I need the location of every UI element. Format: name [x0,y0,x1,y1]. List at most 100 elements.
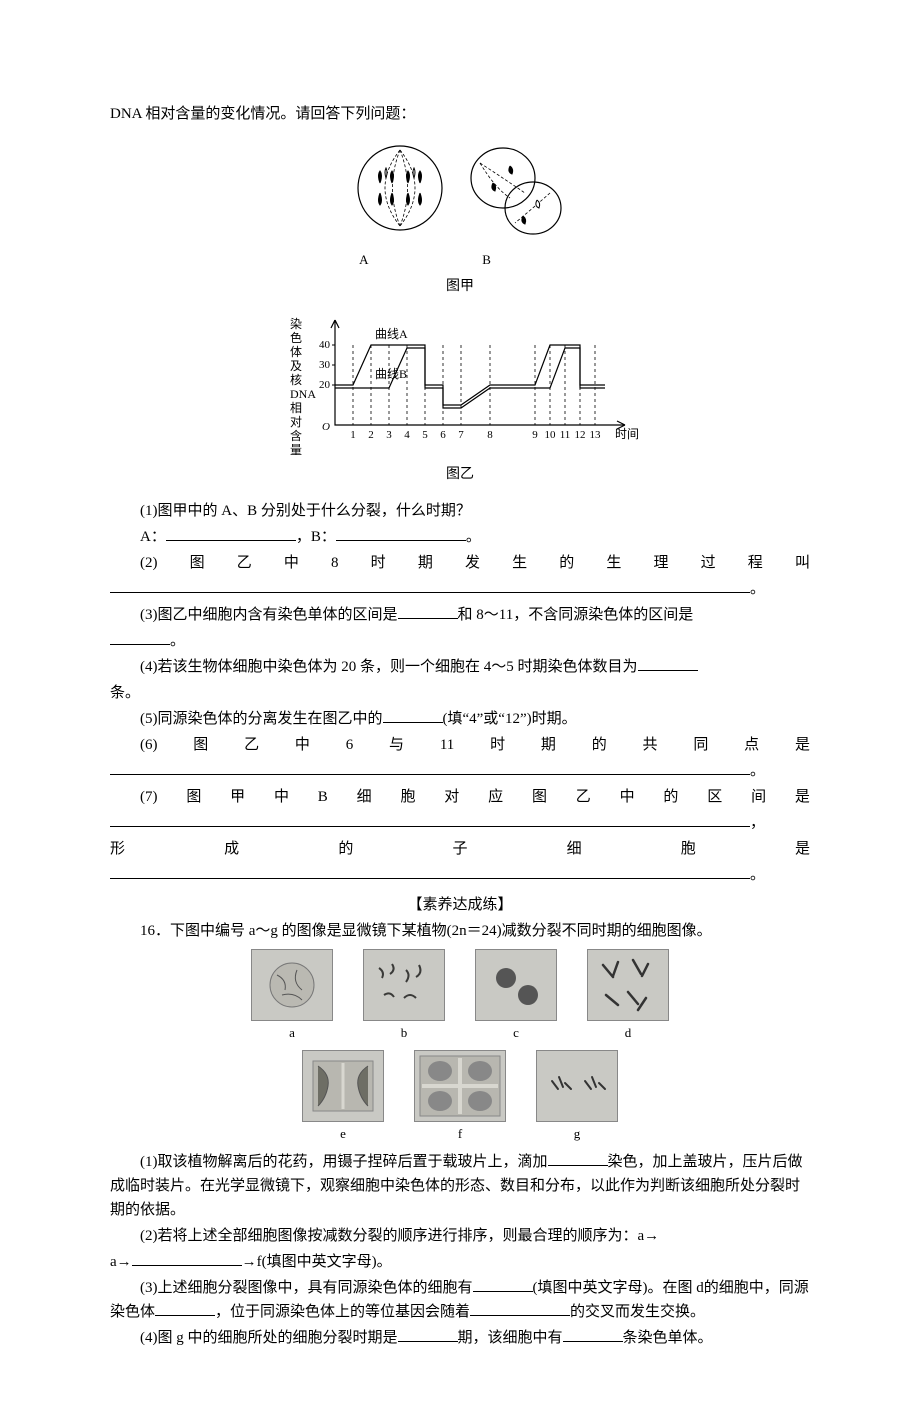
svg-text:及: 及 [290,359,302,373]
curveB-label: 曲线B [375,367,407,381]
q7-line2: 形 成 的 子 细 胞 是 [110,837,810,861]
q3-a: (3)图乙中细胞内含有染色单体的区间是 [140,607,398,623]
q16-p4b: 期，该细胞中有 [458,1330,563,1346]
q16-p2-line2: a→→f(填图中英文字母)。 [110,1250,810,1274]
q6-end: 。 [750,763,765,779]
micro-f-img [414,1050,506,1122]
svg-text:相: 相 [290,401,302,415]
micro-g-img [536,1050,618,1122]
svg-text:核: 核 [290,373,302,387]
q1-A-label: A： [140,529,166,545]
svg-text:10: 10 [545,429,557,441]
q7-blank1-line: ， [110,811,810,835]
micro-f: f [414,1050,506,1145]
q16-p1a: (1)取该植物解离后的花药，用镊子捏碎后置于载玻片上，滴加 [140,1154,548,1170]
q1-end: 。 [466,529,481,545]
q1-blank-A[interactable] [166,525,296,541]
micro-row-1: a b c d [110,949,810,1044]
q5: (5)同源染色体的分离发生在图乙中的 (填“4”或“12”)时期。 [110,707,810,731]
q5-a: (5)同源染色体的分离发生在图乙中的 [140,711,383,727]
figure-jia: A B 图甲 [110,138,810,298]
q7-comma: ， [750,815,765,831]
q3-blank2[interactable] [110,629,170,645]
q16-p3-blank1[interactable] [473,1276,533,1292]
q16-p3d: 的交叉而发生交换。 [570,1304,705,1320]
q3-line2: 。 [110,629,810,653]
q16-p2a: (2)若将上述全部细胞图像按减数分裂的顺序进行排序，则最合理的顺序为：a→ [140,1228,659,1244]
q16-p3c: ，位于同源染色体上的等位基因会随着 [215,1304,470,1320]
section-head: 【素养达成练】 [110,893,810,917]
q16-stem: 16．下图中编号 a～g 的图像是显微镜下某植物(2n＝24)减数分裂不同时期的… [110,919,810,943]
svg-text:9: 9 [532,429,538,441]
q3-blank1[interactable] [398,603,458,619]
q7-blank1[interactable] [110,811,750,827]
intro-line: DNA 相对含量的变化情况。请回答下列问题： [110,102,810,126]
q4: (4)若该生物体细胞中染色体为 20 条，则一个细胞在 4～5 时期染色体数目为 [110,655,810,679]
figure-jia-caption: 图甲 [110,276,810,298]
q16-p2: (2)若将上述全部细胞图像按减数分裂的顺序进行排序，则最合理的顺序为：a→ [110,1224,810,1248]
y-axis-label: 染色体 及核 DNA相对 含量 [290,316,316,457]
svg-text:2: 2 [368,429,374,441]
micro-a-label: a [251,1023,333,1044]
q16-p3-blank3[interactable] [470,1300,570,1316]
chart-svg: 染色体 及核 DNA相对 含量 40 30 20 O [280,310,640,460]
svg-text:7: 7 [458,429,464,441]
figure-yi-caption: 图乙 [110,464,810,486]
micro-a: a [251,949,333,1044]
micro-f-label: f [414,1124,506,1145]
q5-blank[interactable] [383,707,443,723]
micro-e: e [302,1050,384,1145]
q3-b: 和 8～11，不含同源染色体的区间是 [458,607,694,623]
q4-a: (4)若该生物体细胞中染色体为 20 条，则一个细胞在 4～5 时期染色体数目为 [140,659,638,675]
origin-O: O [322,421,330,433]
q7-line1: (7) 图 甲 中 B 细 胞 对 应 图 乙 中 的 区 间 是 [110,785,810,809]
q16-p3-blank2[interactable] [155,1300,215,1316]
q6-blank-line: 。 [110,759,810,783]
micro-b-label: b [363,1023,445,1044]
svg-text:12: 12 [575,429,586,441]
q16-p4-blank2[interactable] [563,1326,623,1342]
ytick-20: 20 [319,379,331,391]
curveA-label: 曲线A [375,327,408,341]
q16-p1: (1)取该植物解离后的花药，用镊子捏碎后置于载玻片上，滴加染色，加上盖玻片，压片… [110,1150,810,1222]
q16-p3a: (3)上述细胞分裂图像中，具有同源染色体的细胞有 [140,1280,473,1296]
q7-blank2[interactable] [110,863,750,879]
q2-blank-line: 。 [110,577,810,601]
q16-p1-blank[interactable] [548,1150,608,1166]
q16-p2-blank[interactable] [132,1250,242,1266]
svg-text:含: 含 [290,428,302,443]
label-A: A [359,250,368,271]
svg-text:DNA: DNA [290,387,316,401]
figure-yi: 染色体 及核 DNA相对 含量 40 30 20 O [110,310,810,486]
q16-p4: (4)图 g 中的细胞所处的细胞分裂时期是期，该细胞中有条染色单体。 [110,1326,810,1350]
micro-b: b [363,949,445,1044]
q4-blank[interactable] [638,655,698,671]
q2-blank[interactable] [110,577,750,593]
micro-d-img [587,949,669,1021]
x-axis-label: 时间 [615,427,639,441]
micro-c: c [475,949,557,1044]
q6-blank[interactable] [110,759,750,775]
svg-text:8: 8 [487,429,493,441]
q2-end: 。 [750,581,765,597]
q4-tail: 条。 [110,681,810,705]
q1-text: (1)图甲中的 A、B 分别处于什么分裂，什么时期？ [110,499,810,523]
q2-line1: (2) 图 乙 中 8 时 期 发 生 的 生 理 过 程 叫 [110,551,810,575]
svg-text:11: 11 [560,429,571,441]
svg-text:对: 对 [290,415,302,429]
q1-blank-B[interactable] [336,525,466,541]
q16-p2b: →f(填图中英文字母)。 [242,1254,392,1270]
svg-text:5: 5 [422,429,428,441]
svg-text:6: 6 [440,429,446,441]
q6-line1: (6) 图 乙 中 6 与 11 时 期 的 共 同 点 是 [110,733,810,757]
q16-p4-blank1[interactable] [398,1326,458,1342]
q1-mid: ，B： [296,529,336,545]
svg-text:1: 1 [350,429,356,441]
micro-e-img [302,1050,384,1122]
micro-d: d [587,949,669,1044]
micro-c-label: c [475,1023,557,1044]
q5-b: (填“4”或“12”)时期。 [443,711,577,727]
label-B: B [482,250,491,271]
micro-a-img [251,949,333,1021]
svg-text:13: 13 [590,429,602,441]
